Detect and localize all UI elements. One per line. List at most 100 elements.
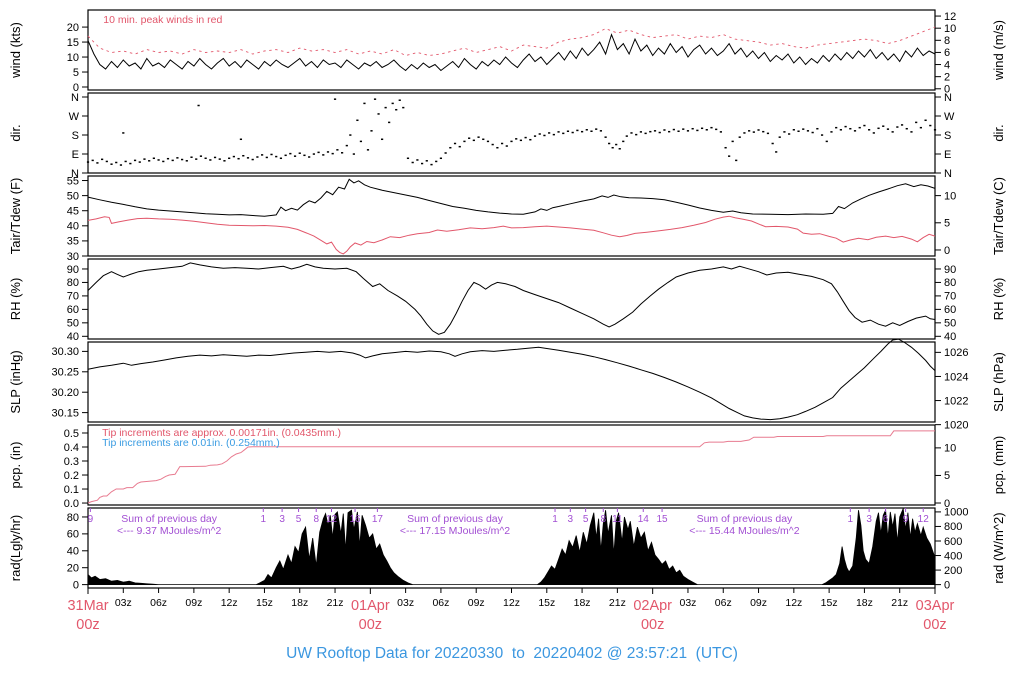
panel-slp: 30.15 30.20 30.25 30.30 1020 1022 1024 1026 SLP … — [8, 338, 1006, 431]
right-tick-label: 0 — [944, 498, 950, 510]
right-tick-label: 40 — [944, 331, 956, 343]
series-tdew — [87, 215, 936, 255]
left-tick-label: 0.4 — [64, 442, 79, 454]
axis-label-right-dir: dir. — [991, 124, 1006, 141]
right-tick-label: 1024 — [944, 371, 968, 383]
sum-previous-day-value: <--- 17.15 MJoules/m^2 — [400, 525, 510, 537]
left-tick-label: N — [71, 92, 79, 104]
panel-pcp: 0.0 0.1 0.2 0.3 0.4 0.5 0 5 10 pcp. (in) pcp. (mm)… — [8, 424, 1006, 510]
right-tick-label: N — [944, 168, 952, 180]
hour-tick-label: 06z — [432, 597, 449, 609]
date-tick-label: 31Mar — [67, 598, 108, 614]
hour-tick-label: 21z — [609, 597, 626, 609]
left-tick-label: 0.1 — [64, 484, 79, 496]
right-tick-label: 6 — [944, 47, 950, 59]
hour-tick-label: 03z — [397, 597, 414, 609]
right-tick-label: 600 — [944, 536, 962, 548]
right-tick-label: 0 — [944, 245, 950, 257]
hour-tick-label: 12z — [503, 597, 520, 609]
hour-tick-label: 12z — [221, 597, 238, 609]
series-sea-level-pressure — [87, 338, 936, 421]
right-tick-label: W — [944, 111, 955, 123]
radiation-sum-marker: 16 — [349, 514, 361, 525]
right-tick-label: 0 — [944, 84, 950, 96]
right-tick-label: N — [944, 92, 952, 104]
hour-tick-label: 09z — [750, 597, 767, 609]
date-tick-label: 03Apr — [916, 598, 955, 614]
right-tick-label: 800 — [944, 521, 962, 533]
date-tick-hour: 00z — [641, 617, 664, 633]
axis-label-right-rh: RH (%) — [991, 278, 1006, 321]
left-tick-label: 0.5 — [64, 428, 79, 440]
right-tick-label: 8 — [944, 35, 950, 47]
axis-label-left-rh: RH (%) — [8, 278, 23, 321]
x-axis: 03z 06z 09z 12z 15z 18z 21z 03z 06z 09z 12z 15z 18z 2… — [67, 588, 955, 633]
left-tick-label: 0.3 — [64, 456, 79, 468]
left-tick-label: S — [72, 130, 79, 142]
radiation-sum-marker: 11 — [612, 514, 623, 525]
sum-previous-day-label: Sum of previous day — [121, 513, 217, 525]
hour-tick-label: 12z — [785, 597, 802, 609]
axis-label-right-slp: SLP (hPa) — [991, 352, 1006, 412]
date-tick-hour: 00z — [359, 617, 382, 633]
left-tick-label: W — [69, 111, 80, 123]
radiation-sum-marker: 1 — [552, 514, 558, 525]
right-tick-label: 0 — [944, 579, 950, 591]
left-tick-label: 0.2 — [64, 470, 79, 482]
right-tick-label: 200 — [944, 565, 962, 577]
radiation-sum-marker: 17 — [372, 514, 384, 525]
left-tick-label: 20 — [67, 22, 79, 34]
radiation-sum-marker: 5 — [296, 514, 302, 525]
left-tick-label: 80 — [67, 512, 79, 524]
axis-label-right-temp: Tair/Tdew (C) — [991, 177, 1006, 255]
axis-label-left-dir: dir. — [8, 124, 23, 141]
radiation-sum-marker: 9 — [903, 514, 909, 525]
left-tick-label: 5 — [73, 67, 79, 79]
hour-tick-label: 03z — [115, 597, 132, 609]
hour-tick-label: 18z — [856, 597, 873, 609]
series-peak-wind — [87, 26, 936, 56]
series-relative-humidity — [87, 262, 936, 335]
left-tick-label: 50 — [67, 318, 79, 330]
hour-tick-label: 03z — [679, 597, 696, 609]
hour-tick-label: 06z — [150, 597, 167, 609]
left-tick-label: 30.30 — [51, 346, 79, 358]
hour-tick-label: 18z — [291, 597, 308, 609]
right-tick-label: 1000 — [944, 507, 968, 519]
right-tick-label: 2 — [944, 71, 950, 83]
axis-label-right-rad: rad (W/m^2) — [991, 512, 1006, 583]
axis-label-left-pcp: pcp. (in) — [8, 442, 23, 489]
date-tick-hour: 00z — [76, 617, 99, 633]
axis-label-right-pcp: pcp. (mm) — [991, 436, 1006, 495]
right-tick-label: 1026 — [944, 347, 968, 359]
sum-previous-day-value: <--- 15.44 MJoules/m^2 — [689, 525, 799, 537]
radiation-sum-marker: 3 — [866, 514, 872, 525]
left-tick-label: 15 — [67, 37, 79, 49]
right-tick-label: S — [944, 130, 951, 142]
panel-annotation: 10 min. peak winds in red — [103, 14, 222, 26]
panel-annotation: Tip increments are approx. 0.00171in. (0… — [102, 427, 341, 439]
radiation-sum-marker: 8 — [600, 514, 606, 525]
right-tick-label: 400 — [944, 550, 962, 562]
left-tick-label: E — [72, 149, 79, 161]
radiation-sum-marker: 3 — [568, 514, 574, 525]
right-tick-label: 1022 — [944, 395, 968, 407]
date-tick-label: 02Apr — [633, 598, 672, 614]
radiation-sum-marker: 5 — [583, 514, 589, 525]
left-tick-label: 40 — [67, 221, 79, 233]
right-tick-label: 12 — [944, 11, 956, 23]
left-tick-label: 60 — [67, 529, 79, 541]
right-tick-label: 10 — [944, 443, 956, 455]
chart-title: UW Rooftop Data for 20220330 to 20220402… — [286, 645, 738, 662]
radiation-sum-marker: 1 — [848, 514, 854, 525]
hour-tick-label: 21z — [327, 597, 344, 609]
right-tick-label: 80 — [944, 277, 956, 289]
radiation-sum-marker: 12 — [326, 514, 338, 525]
right-tick-label: 5 — [944, 470, 950, 482]
axis-label-left-rad: rad(Lgly/hr) — [8, 515, 23, 581]
left-tick-label: 20 — [67, 563, 79, 575]
